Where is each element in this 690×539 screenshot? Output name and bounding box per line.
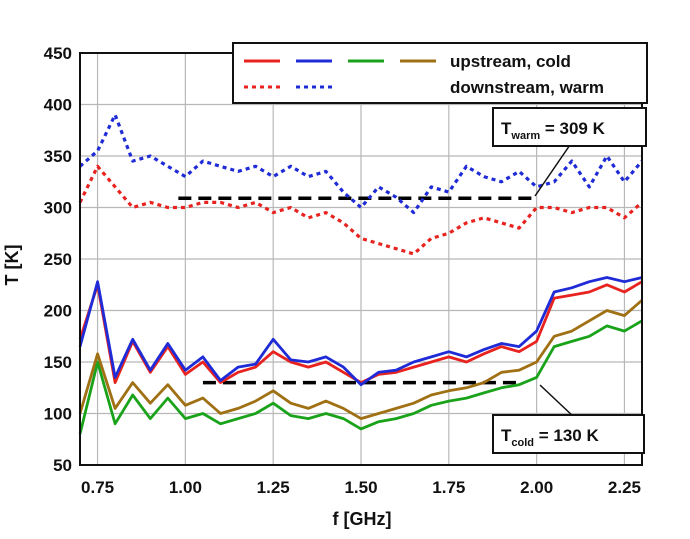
x-tick-label: 1.25 xyxy=(257,478,290,497)
legend: upstream, cold downstream, warm xyxy=(232,42,648,104)
series-line-5 xyxy=(78,113,644,215)
legend-label-downstream-warm: downstream, warm xyxy=(450,78,604,97)
annotation-t-warm-box xyxy=(492,107,647,147)
y-tick-label: 250 xyxy=(44,250,72,269)
series-group xyxy=(78,113,644,435)
x-tick-label: 1.00 xyxy=(169,478,202,497)
annotation-t-warm-label: Twarm = 309 K xyxy=(501,119,606,142)
annotation-t-cold: Tcold = 130 K xyxy=(492,384,645,454)
x-tick-label: 2.25 xyxy=(608,478,641,497)
series-line-3 xyxy=(78,299,643,421)
y-axis-label: T [K] xyxy=(2,245,22,286)
x-tick-label: 2.00 xyxy=(520,478,553,497)
y-tick-label: 400 xyxy=(44,96,72,115)
x-tick-label: 1.50 xyxy=(344,478,377,497)
tick-labels: 0.75 1.00 1.25 1.50 1.75 2.00 2.25 50 100 150 200 2… xyxy=(44,44,641,497)
y-tick-label: 200 xyxy=(44,302,72,321)
y-tick-label: 50 xyxy=(53,456,72,475)
series-line-1 xyxy=(78,276,643,387)
reference-lines xyxy=(178,196,537,385)
series-line-4 xyxy=(78,164,644,256)
y-tick-label: 100 xyxy=(44,405,72,424)
y-tick-label: 300 xyxy=(44,199,72,218)
annotation-t-cold-box xyxy=(492,414,645,454)
y-tick-label: 450 xyxy=(44,44,72,63)
y-tick-label: 350 xyxy=(44,147,72,166)
x-axis-label: f [GHz] xyxy=(333,509,392,529)
legend-samples xyxy=(244,59,436,89)
annotation-t-cold-label: Tcold = 130 K xyxy=(501,426,599,449)
legend-box xyxy=(232,42,648,104)
x-tick-label: 1.75 xyxy=(432,478,465,497)
series-line-0 xyxy=(78,280,643,385)
annotation-t-warm-arrow xyxy=(534,141,573,197)
series-line-2 xyxy=(78,319,643,435)
legend-label-upstream-cold: upstream, cold xyxy=(450,52,571,71)
y-tick-label: 150 xyxy=(44,353,72,372)
annotation-t-cold-arrow xyxy=(539,384,576,419)
annotation-t-warm: Twarm = 309 K xyxy=(492,107,647,197)
x-tick-label: 0.75 xyxy=(81,478,114,497)
